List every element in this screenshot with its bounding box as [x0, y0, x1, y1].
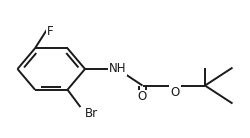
Text: F: F: [47, 25, 53, 38]
Text: O: O: [170, 86, 179, 99]
Text: O: O: [138, 91, 147, 104]
Text: Br: Br: [85, 107, 98, 120]
Text: NH: NH: [109, 63, 126, 75]
